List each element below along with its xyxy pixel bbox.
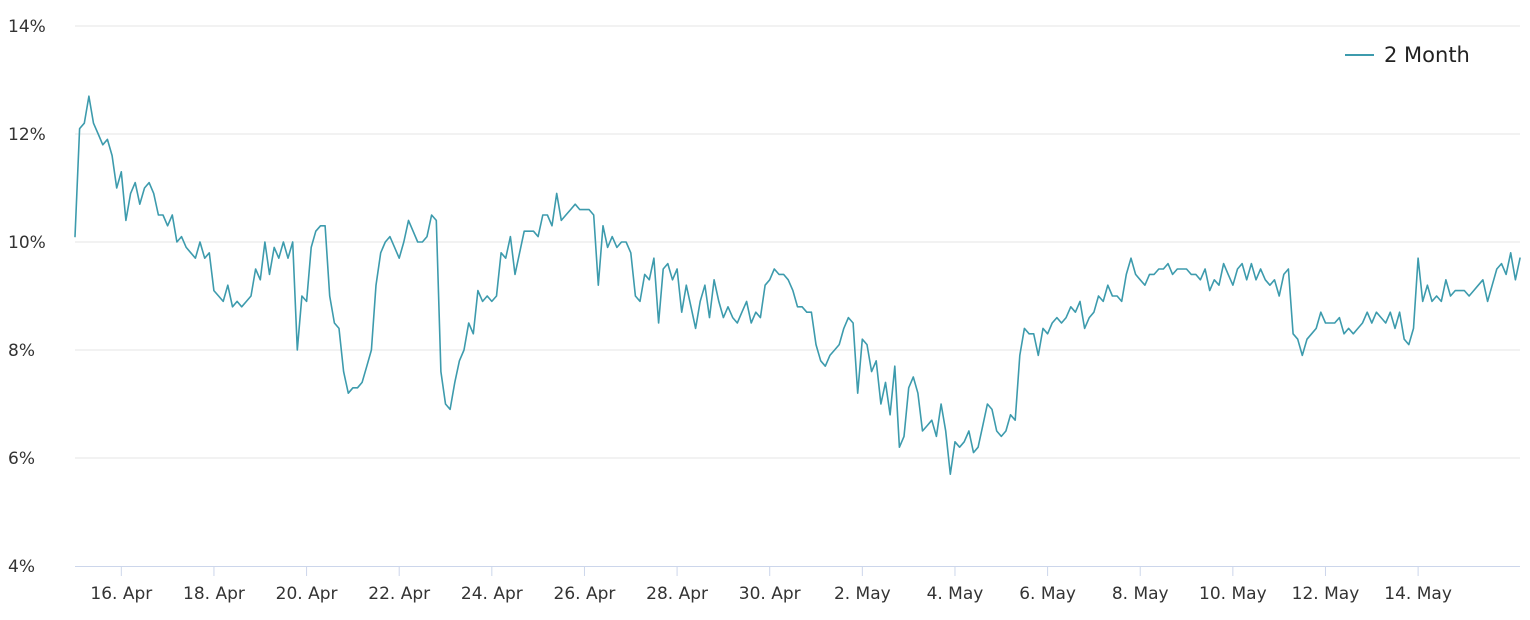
x-tick-label: 16. Apr [90,584,152,604]
x-tick-label: 20. Apr [276,584,338,604]
x-tick-label: 18. Apr [183,584,245,604]
x-tick-label: 4. May [927,584,984,604]
x-tick-label: 12. May [1292,584,1360,604]
legend-label: 2 Month [1384,43,1470,67]
y-tick-label: 10% [8,233,46,253]
x-tick-label: 8. May [1112,584,1169,604]
legend[interactable]: 2 Month [1345,43,1470,67]
y-tick-label: 4% [8,557,35,577]
series-line-0[interactable] [74,95,1521,475]
x-tick-label: 2. May [834,584,891,604]
x-tick-label: 28. Apr [646,584,708,604]
y-tick-label: 8% [8,341,35,361]
series-layer [74,95,1521,475]
x-tick-label: 14. May [1384,584,1452,604]
x-tick-label: 30. Apr [739,584,801,604]
y-axis-ticks: 4% 6% 8% 10% 12% 14% [8,17,46,577]
grid-lines [75,25,1520,459]
x-tick-label: 24. Apr [461,584,523,604]
y-tick-label: 12% [8,125,46,145]
x-tick-label: 26. Apr [554,584,616,604]
x-tick-label: 22. Apr [368,584,430,604]
y-tick-label: 14% [8,17,46,37]
x-axis-ticks: 16. Apr 18. Apr 20. Apr 22. Apr 24. Apr 26. A… [90,566,1452,604]
x-tick-label: 6. May [1019,584,1076,604]
y-tick-label: 6% [8,449,35,469]
x-tick-label: 10. May [1199,584,1267,604]
